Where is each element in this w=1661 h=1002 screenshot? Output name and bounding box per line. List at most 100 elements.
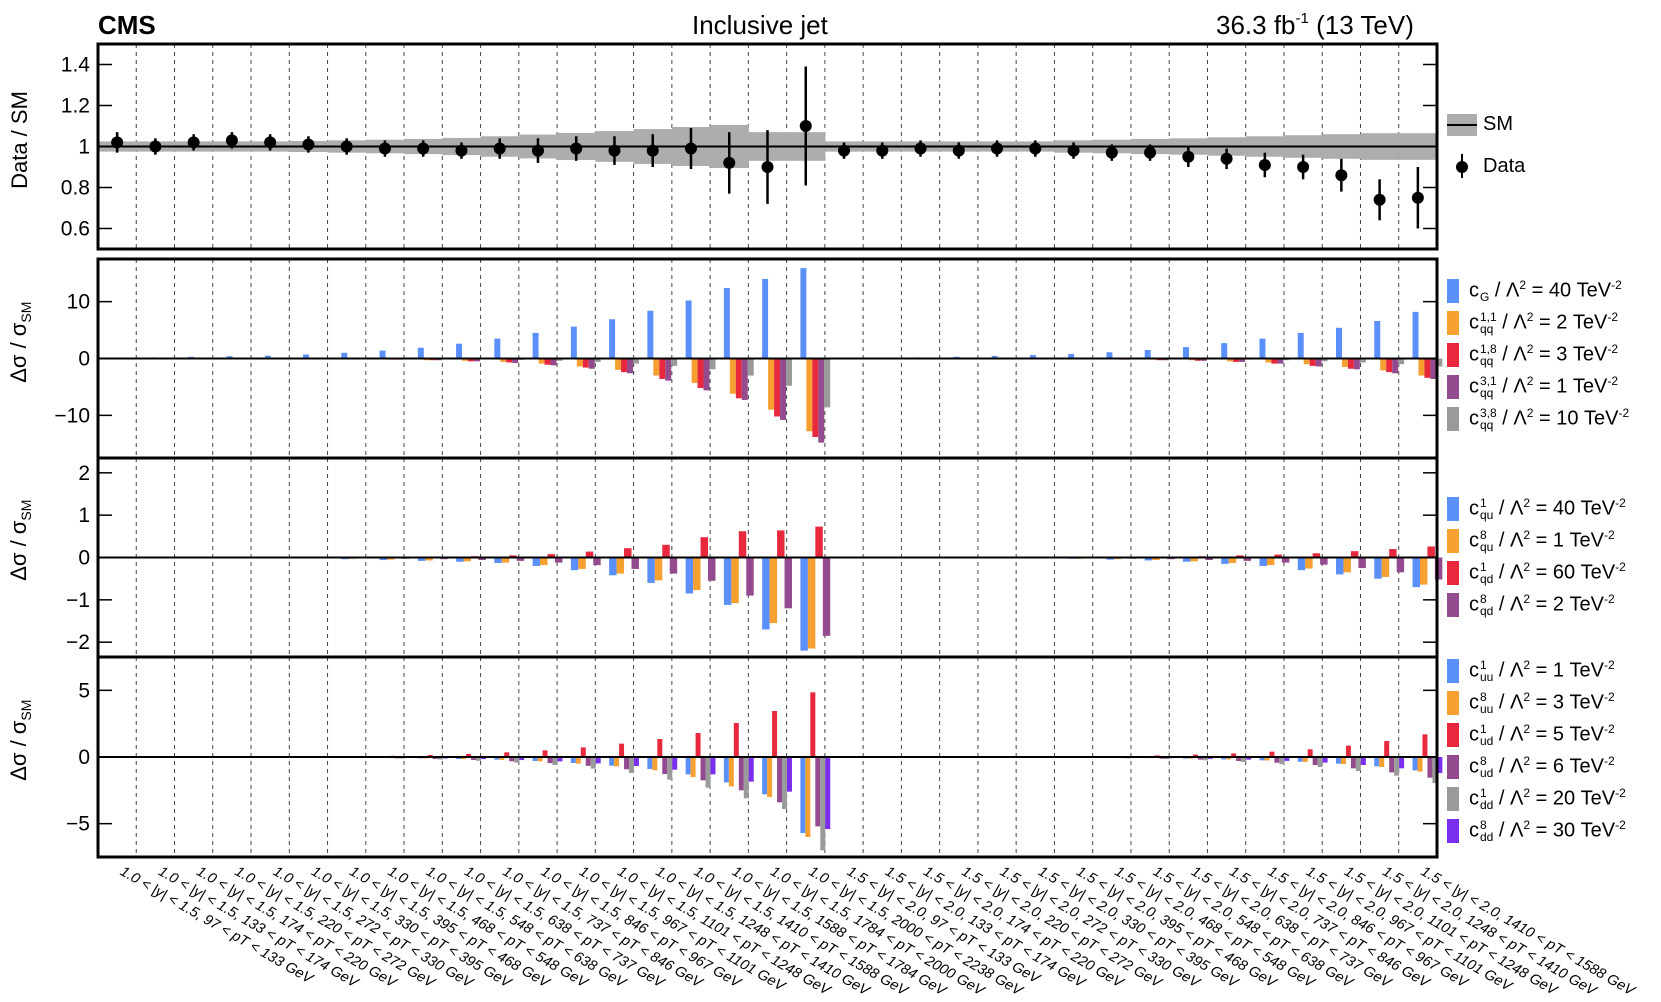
data-point (914, 142, 927, 155)
coefficient-bar (609, 557, 617, 576)
coefficient-bar (723, 757, 729, 783)
coefficient-bar (578, 557, 586, 569)
panel-frame (96, 42, 1439, 251)
data-point (684, 142, 697, 155)
coefficient-bar (1345, 745, 1351, 757)
legend-coefficient: c 1,1 qq / Λ2 = 2 TeV-2 (1447, 310, 1618, 335)
coefficient-bar (1353, 358, 1360, 370)
coefficient-bar (685, 757, 691, 775)
coefficient-bar (532, 757, 538, 761)
coefficient-bar (532, 332, 539, 359)
y-tick-label: −1 (66, 589, 90, 612)
coefficient-bar (1380, 358, 1387, 371)
data-point (187, 136, 200, 149)
coefficient-bar (1271, 358, 1278, 364)
coefficient-bar (632, 358, 639, 364)
coefficient-bar (729, 358, 736, 394)
coefficient-bar (624, 548, 632, 558)
coefficient-bar (621, 358, 628, 373)
coefficient-bar (1303, 358, 1310, 365)
coefficient-bar (512, 358, 519, 364)
coefficient-bar (614, 757, 620, 767)
coefficient-bar (547, 554, 555, 558)
coefficient-bar (1347, 358, 1354, 369)
coefficient-bar (514, 757, 520, 763)
coefficient-bar (665, 358, 672, 381)
data-point (1067, 144, 1080, 157)
y-tick-label: 0 (78, 547, 90, 570)
coefficient-bar (735, 358, 742, 399)
coefficient-bar (810, 692, 816, 757)
coefficient-bar (516, 557, 525, 561)
coefficient-bar (619, 743, 625, 757)
coefficient-bar (697, 358, 704, 389)
coefficient-bar (1202, 757, 1208, 761)
coefficient-bar (1068, 353, 1075, 359)
y-tick-label: −2 (66, 631, 90, 654)
data-point (417, 142, 430, 155)
coefficient-bar (1221, 343, 1228, 359)
coefficient-bar (466, 753, 472, 757)
coefficient-bar (1396, 557, 1405, 573)
legend-coefficient: c 8 ud / Λ2 = 6 TeV-2 (1447, 754, 1615, 779)
coefficient-bar (738, 531, 747, 558)
coefficient-bar (480, 757, 486, 760)
coefficient-bar (582, 358, 589, 368)
coefficient-bar (723, 557, 732, 605)
coefficient-bar (226, 356, 233, 359)
coefficient-bar (580, 747, 586, 757)
y-tick-label: 1 (78, 504, 90, 527)
coefficient-bar (747, 358, 754, 376)
coefficient-bar (1320, 557, 1328, 565)
coefficient-bar (1192, 754, 1198, 757)
coefficient-bar (1029, 355, 1036, 359)
coefficient-bar (1144, 349, 1151, 359)
coefficient-bar (417, 557, 426, 561)
coefficient-bar (593, 557, 601, 566)
coefficient-bar (1205, 557, 1213, 561)
energy-label: (13 TeV) (1316, 10, 1414, 40)
coefficient-bar (652, 757, 658, 771)
coefficient-bar (501, 557, 510, 563)
coefficient-bar (812, 358, 819, 437)
coefficient-bar (748, 757, 754, 782)
coefficient-bar (800, 268, 807, 359)
coefficient-bar (1239, 358, 1246, 362)
coefficient-bar (767, 757, 773, 797)
data-point (952, 144, 965, 157)
data-point (302, 138, 315, 151)
data-point (1220, 152, 1233, 165)
coefficient-bar (556, 358, 563, 361)
coefficient-bar (690, 757, 696, 777)
coefficient-bar (800, 557, 808, 651)
data-point (646, 144, 659, 157)
coefficient-bar (777, 757, 783, 803)
coefficient-bar (1374, 557, 1382, 579)
coefficient-bar (1343, 557, 1351, 573)
coefficient-bar (462, 358, 469, 361)
coefficient-bar (1336, 757, 1341, 764)
data-point (1144, 146, 1157, 159)
coefficient-bar (425, 557, 433, 561)
coefficient-bar (784, 557, 792, 609)
coefficient-bar (519, 757, 525, 761)
coefficient-bar (1399, 757, 1405, 769)
data-point (378, 142, 391, 155)
coefficient-bar (1221, 757, 1227, 760)
data-point (111, 136, 124, 149)
coefficient-bar (1412, 557, 1420, 588)
coefficient-bar (685, 300, 692, 359)
coefficient-bar (1302, 757, 1308, 762)
data-point (1411, 191, 1424, 204)
coefficient-bar (824, 358, 831, 408)
coefficient-bar (537, 757, 543, 762)
coefficient-bar (1194, 358, 1201, 361)
coefficient-bar (1164, 757, 1170, 760)
coefficient-bar (1312, 757, 1318, 765)
legend-coefficient: c 1 dd / Λ2 = 20 TeV-2 (1447, 786, 1626, 811)
coefficient-bar (1144, 557, 1153, 561)
coefficient-bar (1297, 757, 1303, 762)
data-point (1335, 169, 1348, 182)
y-tick-label: −10 (54, 404, 90, 427)
coefficient-bar (494, 338, 501, 359)
